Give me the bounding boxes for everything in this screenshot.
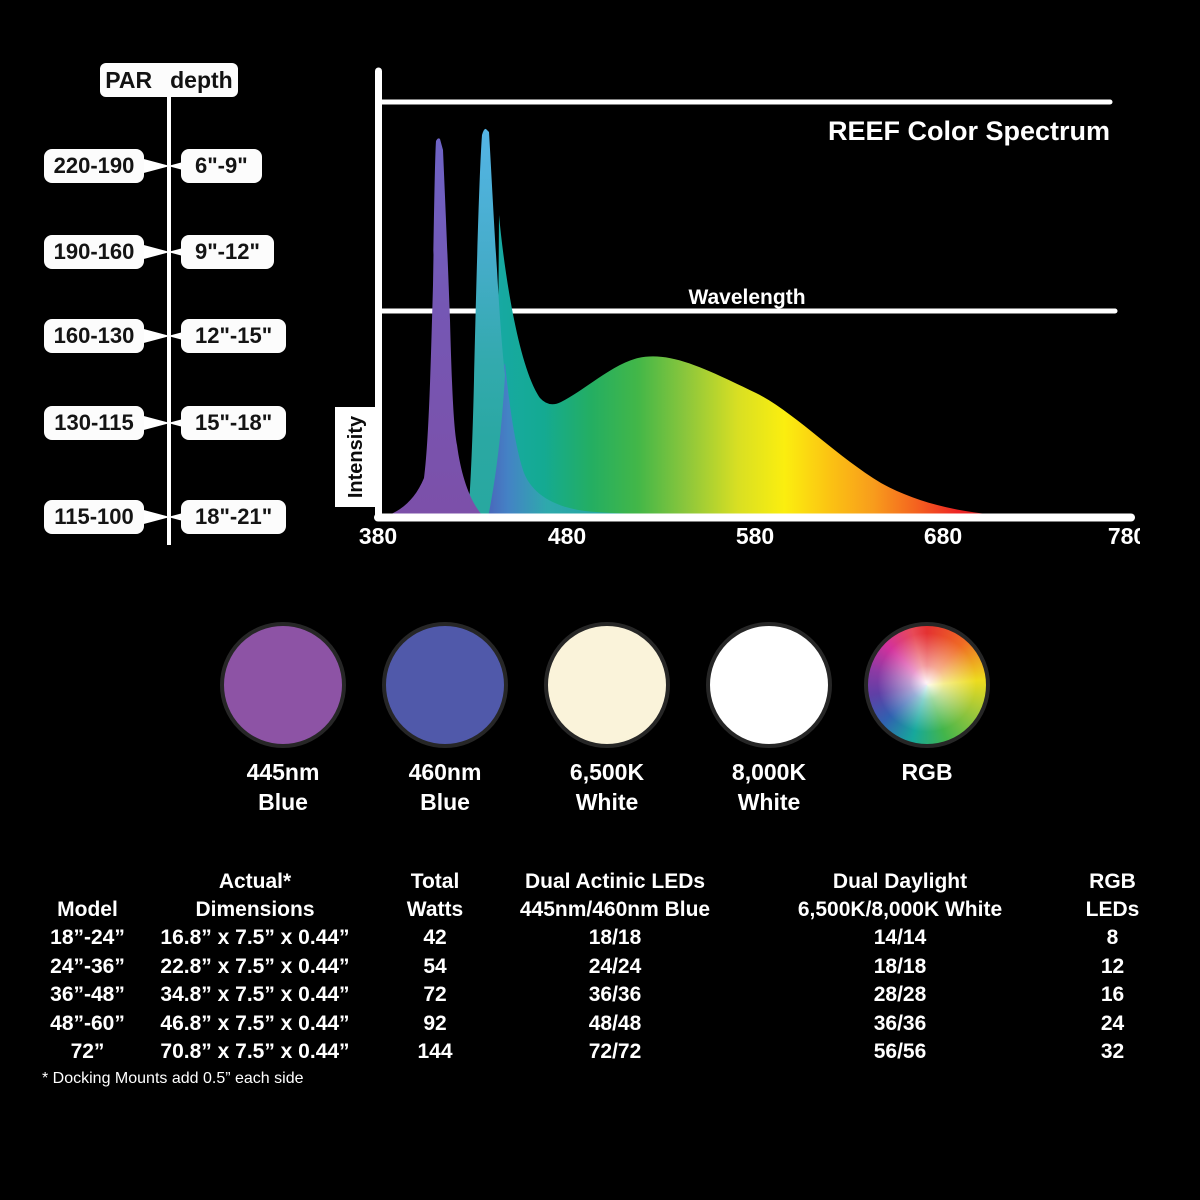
table-cell: 36/36 bbox=[873, 1011, 927, 1035]
column-header-rgb: RGB LEDs bbox=[1085, 870, 1140, 921]
table-cell: 48”-60” bbox=[50, 1011, 125, 1035]
swatch-label: RGB bbox=[901, 759, 953, 785]
table-cell: 46.8” x 7.5” x 0.44” bbox=[160, 1011, 350, 1035]
x-tick-480: 480 bbox=[548, 523, 586, 549]
table-cell: 70.8” x 7.5” x 0.44” bbox=[160, 1040, 350, 1063]
table-cell: 144 bbox=[417, 1040, 453, 1063]
x-tick-680: 680 bbox=[924, 523, 962, 549]
connector-triangle bbox=[140, 328, 170, 344]
table-cell: 24/24 bbox=[588, 954, 642, 978]
table-cell: 54 bbox=[423, 954, 447, 978]
x-tick-780: 780 bbox=[1108, 523, 1140, 549]
par-depth-row: 130-115 15"-18" bbox=[0, 406, 320, 440]
depth-value-pill: 15"-18" bbox=[181, 406, 287, 440]
swatch-label: 6,500K White bbox=[569, 759, 645, 815]
violet-445nm-peak-area bbox=[383, 138, 484, 517]
column-header-dimensions: Actual* Dimensions bbox=[195, 870, 315, 921]
x-tick-580: 580 bbox=[736, 523, 774, 549]
table-cell: 72 bbox=[423, 983, 447, 1006]
table-cell: 72/72 bbox=[588, 1040, 642, 1063]
table-cell: 12 bbox=[1100, 954, 1125, 978]
blue-460nm-peak-area bbox=[468, 128, 505, 517]
par-header-label: PAR bbox=[105, 66, 153, 93]
table-cell: 34.8” x 7.5” x 0.44” bbox=[160, 983, 350, 1006]
depth-value-pill: 12"-15" bbox=[181, 319, 287, 353]
table-cell: 92 bbox=[423, 1011, 447, 1035]
column-header-daylight: Dual Daylight 6,500K/8,000K White bbox=[797, 870, 1003, 921]
table-cell: 16 bbox=[1100, 983, 1125, 1006]
par-depth-row: 190-160 9"-12" bbox=[0, 235, 320, 269]
swatch-rgb-color-wheel bbox=[864, 622, 990, 748]
column-header-watts: Total Watts bbox=[406, 870, 464, 921]
column-header-actinic: Dual Actinic LEDs 445nm/460nm Blue bbox=[519, 870, 711, 921]
swatch-8000k-white bbox=[706, 622, 832, 748]
par-value-pill: 160-130 bbox=[44, 319, 144, 353]
table-cell: 56/56 bbox=[873, 1040, 927, 1063]
par-depth-header: PAR depth bbox=[100, 63, 238, 97]
table-cell: 48/48 bbox=[588, 1011, 642, 1035]
intensity-label-box bbox=[335, 407, 375, 507]
table-cell: 18”-24” bbox=[50, 926, 125, 949]
swatch-445nm-blue bbox=[220, 622, 346, 748]
docking-mounts-footnote: * Docking Mounts add 0.5” each side bbox=[42, 1070, 304, 1087]
depth-value-pill: 18"-21" bbox=[181, 500, 287, 534]
par-value-pill: 130-115 bbox=[44, 406, 144, 440]
y-axis-label: Intensity bbox=[345, 415, 367, 498]
par-value-pill: 220-190 bbox=[44, 149, 144, 183]
model-spec-table: Model Actual* Dimensions Total Watts Dual … bbox=[40, 868, 1160, 1067]
table-cell: 24 bbox=[1100, 1011, 1125, 1035]
chart-title: REEF Color Spectrum bbox=[828, 116, 1110, 146]
column-header-model: Model bbox=[57, 898, 118, 921]
table-cell: 16.8” x 7.5” x 0.44” bbox=[160, 926, 350, 949]
table-cell: 28/28 bbox=[873, 983, 927, 1006]
connector-triangle bbox=[140, 415, 170, 431]
table-cell: 72” bbox=[70, 1040, 105, 1063]
connector-triangle bbox=[140, 158, 170, 174]
table-cell: 42 bbox=[423, 926, 447, 949]
swatch-label: 8,000K White bbox=[731, 759, 807, 815]
table-cell: 24”-36” bbox=[50, 954, 125, 978]
par-value-pill: 115-100 bbox=[44, 500, 144, 534]
swatch-label: 445nm Blue bbox=[246, 759, 320, 815]
x-tick-380: 380 bbox=[359, 523, 397, 549]
table-cell: 14/14 bbox=[873, 926, 927, 949]
table-cell: 22.8” x 7.5” x 0.44” bbox=[160, 954, 350, 978]
par-depth-axis-line bbox=[167, 97, 171, 545]
table-cell: 18/18 bbox=[588, 926, 642, 949]
par-depth-row: 160-130 12"-15" bbox=[0, 319, 320, 353]
spectrum-chart: Intensity REEF Color Spectrum Wavelength… bbox=[335, 67, 1140, 549]
blue-peak-skirt-area bbox=[480, 363, 675, 517]
table-cell: 8 bbox=[1106, 926, 1119, 949]
par-depth-row: 220-190 6"-9" bbox=[0, 149, 320, 183]
depth-value-pill: 6"-9" bbox=[181, 149, 262, 183]
daylight-spectrum-area bbox=[497, 215, 1016, 517]
par-depth-row: 115-100 18"-21" bbox=[0, 500, 320, 534]
depth-value-pill: 9"-12" bbox=[181, 235, 274, 269]
connector-triangle bbox=[140, 509, 170, 525]
connector-triangle bbox=[140, 244, 170, 260]
x-axis-label: Wavelength bbox=[688, 286, 805, 309]
table-cell: 18/18 bbox=[873, 954, 927, 978]
swatch-460nm-blue bbox=[382, 622, 508, 748]
depth-header-label: depth bbox=[170, 66, 233, 93]
par-value-pill: 190-160 bbox=[44, 235, 144, 269]
swatch-label: 460nm Blue bbox=[408, 759, 482, 815]
table-cell: 32 bbox=[1100, 1040, 1125, 1063]
table-cell: 36”-48” bbox=[50, 983, 125, 1006]
table-cell: 36/36 bbox=[588, 983, 642, 1006]
swatch-6500k-white bbox=[544, 622, 670, 748]
